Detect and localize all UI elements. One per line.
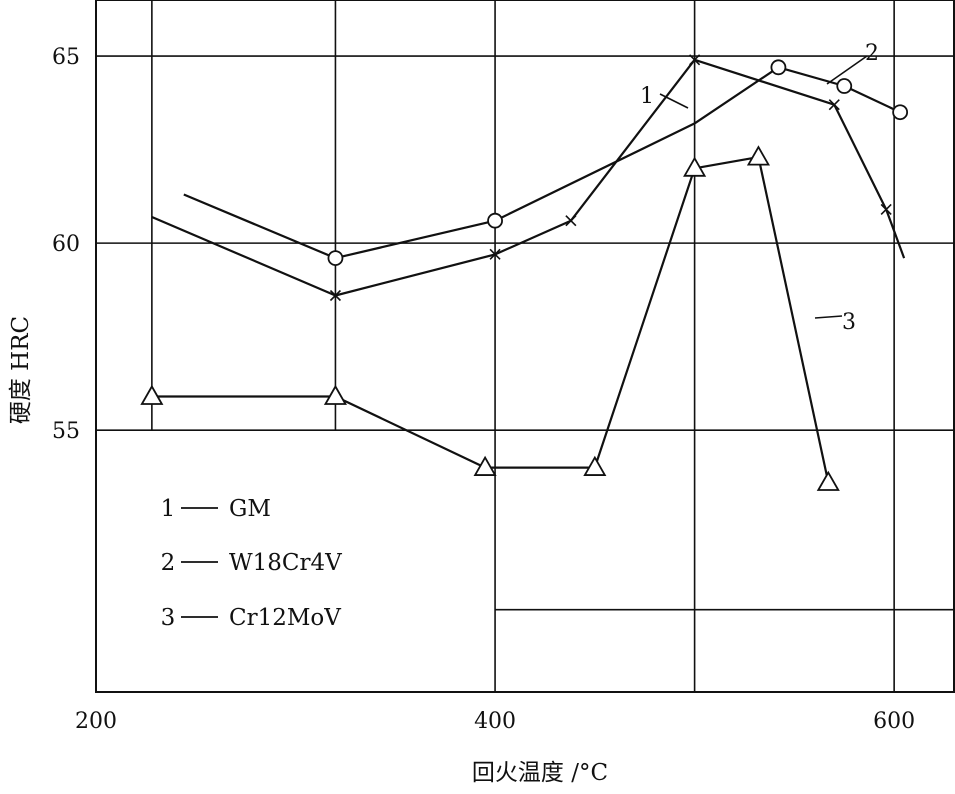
data-point-1-3-b [565, 215, 577, 227]
legend-name-1: GM [229, 496, 271, 522]
curve-label-leader-3 [814, 315, 843, 319]
data-point-1-2-b [489, 248, 501, 260]
series-line-1 [151, 58, 906, 297]
grid [96, 0, 954, 692]
x-tick-label-200: 200 [75, 709, 117, 734]
data-point-1-4-b [689, 54, 701, 66]
data-point-2-4 [770, 59, 787, 76]
data-point-2-1 [327, 250, 344, 266]
data-point-3-3 [583, 455, 607, 476]
y-tick-label-65: 65 [52, 45, 80, 70]
curve-label-3: 3 [842, 310, 856, 335]
data-point-1-6-b [880, 203, 892, 216]
data-point-2-5 [836, 78, 853, 94]
legend-id-3: 3 [161, 605, 176, 631]
data-point-3-5 [746, 145, 771, 166]
legend-id-1: 1 [161, 496, 176, 522]
y-axis-label: 硬度 HRC [8, 316, 34, 424]
data-point-3-4 [683, 156, 707, 177]
data-point-1-5-b [828, 99, 840, 111]
data-point-2-6 [892, 104, 909, 121]
curve-label-leader-1 [659, 93, 689, 109]
x-axis-ticks: 200 400 600 [75, 709, 915, 734]
data-point-1-1-b [329, 289, 342, 302]
data-point-1-2 [489, 248, 501, 260]
data-point-2-2 [487, 212, 503, 229]
y-tick-label-60: 60 [52, 232, 80, 257]
x-axis-label: 回火温度 /°C [472, 760, 608, 786]
curve-labels: 1 2 3 [640, 41, 879, 335]
plot-frame [95, 0, 955, 693]
legend-name-3: Cr12MoV [229, 605, 341, 631]
data-point-3-2 [473, 455, 497, 476]
data-point-3-1 [323, 384, 347, 405]
legend-id-2: 2 [161, 550, 176, 576]
y-axis-ticks: 55 60 65 [52, 45, 80, 444]
data-point-3-0 [140, 384, 164, 405]
series-line-2 [183, 66, 901, 260]
series-group [140, 54, 909, 491]
data-point-1-3 [565, 215, 577, 227]
data-point-1-1 [329, 289, 342, 302]
x-tick-label-600: 600 [873, 709, 915, 734]
data-point-3-6 [816, 470, 840, 491]
data-point-1-4 [689, 54, 701, 66]
series-line-3 [151, 156, 830, 483]
data-point-1-6 [880, 203, 892, 216]
curve-label-1: 1 [640, 84, 654, 109]
legend: 1 GM 2 W18Cr4V 3 Cr12MoV [161, 496, 342, 631]
y-tick-label-55: 55 [52, 419, 80, 444]
x-tick-label-400: 400 [474, 709, 516, 734]
legend-name-2: W18Cr4V [229, 550, 342, 576]
curve-label-2: 2 [865, 41, 879, 66]
curve-label-leader-2 [826, 55, 868, 85]
data-point-1-5 [828, 99, 840, 111]
